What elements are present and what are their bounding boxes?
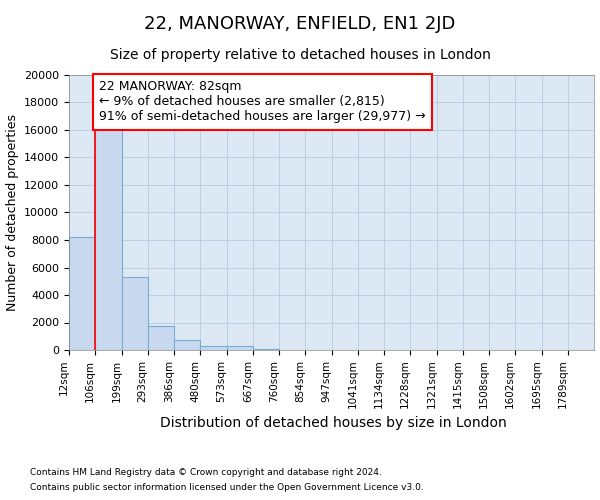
Text: Contains public sector information licensed under the Open Government Licence v3: Contains public sector information licen… xyxy=(30,483,424,492)
Bar xyxy=(227,346,253,350)
Text: Distribution of detached houses by size in London: Distribution of detached houses by size … xyxy=(160,416,506,430)
Bar xyxy=(148,326,174,350)
Bar xyxy=(95,120,121,350)
Bar xyxy=(121,277,148,350)
Bar xyxy=(200,346,227,350)
Text: 22 MANORWAY: 82sqm
← 9% of detached houses are smaller (2,815)
91% of semi-detac: 22 MANORWAY: 82sqm ← 9% of detached hous… xyxy=(99,80,426,124)
Y-axis label: Number of detached properties: Number of detached properties xyxy=(5,114,19,311)
Text: Contains HM Land Registry data © Crown copyright and database right 2024.: Contains HM Land Registry data © Crown c… xyxy=(30,468,382,477)
Text: Size of property relative to detached houses in London: Size of property relative to detached ho… xyxy=(110,48,490,62)
Bar xyxy=(174,340,200,350)
Bar xyxy=(69,238,95,350)
Bar xyxy=(253,348,279,350)
Text: 22, MANORWAY, ENFIELD, EN1 2JD: 22, MANORWAY, ENFIELD, EN1 2JD xyxy=(145,15,455,33)
